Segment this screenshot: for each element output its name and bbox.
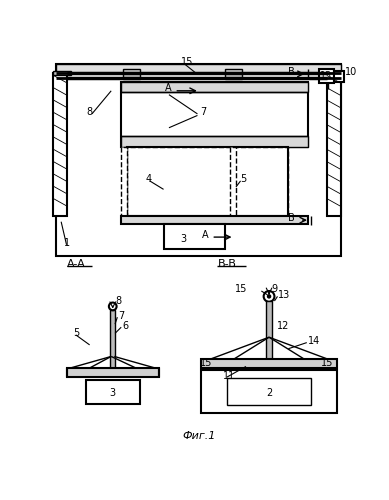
Text: Фиг.1: Фиг.1: [182, 431, 216, 441]
Bar: [56, 64, 341, 256]
Bar: [201, 370, 337, 412]
Text: 6: 6: [122, 320, 128, 330]
Text: 2: 2: [266, 388, 272, 398]
Circle shape: [268, 295, 271, 298]
Bar: [121, 147, 127, 216]
Text: 8: 8: [115, 296, 121, 306]
Text: A-A: A-A: [67, 259, 85, 269]
Bar: [335, 71, 344, 82]
Text: 3: 3: [180, 234, 187, 243]
Bar: [121, 82, 308, 147]
Text: 15: 15: [200, 358, 212, 368]
Bar: [86, 380, 140, 404]
Text: 7: 7: [200, 108, 206, 118]
Bar: [266, 301, 272, 359]
Bar: [56, 64, 341, 73]
Text: 13: 13: [320, 71, 332, 81]
Bar: [319, 69, 335, 83]
Bar: [327, 73, 341, 216]
Text: 4: 4: [146, 174, 152, 184]
Bar: [225, 69, 242, 79]
Text: B: B: [288, 66, 295, 76]
Bar: [227, 378, 312, 405]
Text: 11: 11: [223, 370, 235, 380]
Text: 5: 5: [73, 328, 79, 338]
Text: 14: 14: [308, 336, 320, 346]
Bar: [325, 71, 341, 74]
Bar: [123, 69, 140, 79]
Text: 13: 13: [278, 290, 291, 300]
Bar: [67, 368, 159, 377]
Text: 12: 12: [277, 320, 289, 330]
Text: B: B: [288, 213, 295, 223]
Circle shape: [264, 291, 274, 302]
Text: 7: 7: [118, 310, 124, 320]
Bar: [53, 71, 71, 74]
Text: 5: 5: [240, 174, 247, 184]
Bar: [121, 82, 308, 92]
Bar: [53, 73, 67, 216]
Bar: [110, 310, 115, 368]
Text: 3: 3: [110, 388, 116, 398]
Text: 9: 9: [272, 284, 277, 294]
Text: 8: 8: [87, 108, 93, 118]
Bar: [121, 136, 308, 147]
Text: B-B: B-B: [217, 259, 237, 269]
Circle shape: [109, 302, 117, 310]
Bar: [121, 216, 308, 224]
Text: 1: 1: [63, 238, 70, 248]
Text: 15: 15: [180, 58, 193, 68]
Text: 15: 15: [235, 284, 247, 294]
Text: A: A: [165, 84, 171, 94]
Bar: [163, 224, 225, 248]
Text: 15: 15: [321, 358, 334, 368]
Bar: [126, 147, 288, 216]
Bar: [126, 147, 288, 216]
Bar: [230, 147, 236, 216]
Bar: [201, 359, 337, 368]
Text: 10: 10: [345, 66, 357, 76]
Text: A: A: [202, 230, 209, 240]
